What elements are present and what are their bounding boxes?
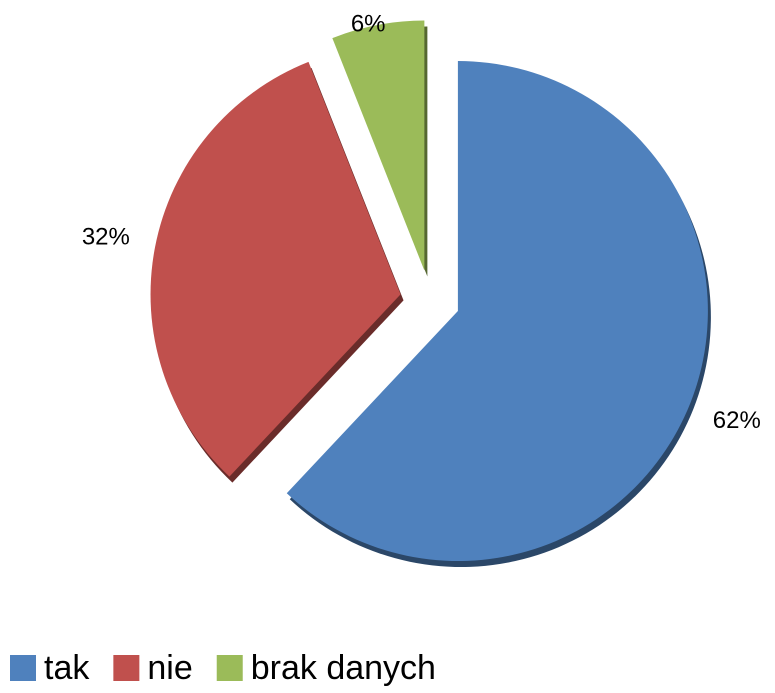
data-label: 62% xyxy=(713,407,761,434)
legend-label: tak xyxy=(44,649,90,687)
data-label: 6% xyxy=(351,10,386,37)
legend-swatch xyxy=(10,655,36,681)
legend-label: nie xyxy=(147,649,192,687)
data-label: 32% xyxy=(82,224,130,251)
legend-label: brak danych xyxy=(251,649,436,687)
slice xyxy=(332,20,425,271)
legend-swatch xyxy=(216,655,243,681)
legend-swatch xyxy=(113,655,140,681)
slice xyxy=(286,61,708,562)
slice xyxy=(150,61,401,477)
